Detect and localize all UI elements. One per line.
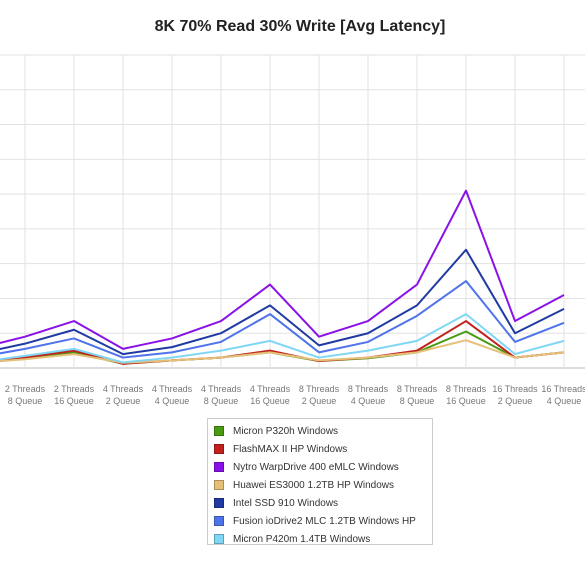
legend-item[interactable]: Nytro WarpDrive 400 eMLC Windows xyxy=(214,458,432,476)
x-tick-label: 2 Threads 16 Queue xyxy=(54,384,95,406)
x-tick-label: 16 Threads 4 Queue xyxy=(541,384,585,406)
legend-item[interactable]: FlashMAX II HP Windows xyxy=(214,440,432,458)
x-tick-label: 8 Threads 4 Queue xyxy=(348,384,389,406)
x-tick-label: 4 Threads 8 Queue xyxy=(201,384,242,406)
plot-area-background xyxy=(0,55,585,368)
x-tick-label: 4 Threads 4 Queue xyxy=(152,384,193,406)
x-tick-label: 4 Threads 16 Queue xyxy=(250,384,291,406)
legend-item[interactable]: Huawei ES3000 1.2TB HP Windows xyxy=(214,476,432,494)
series-line xyxy=(0,313,565,364)
legend-label: FlashMAX II HP Windows xyxy=(233,443,348,455)
x-tick-label: 2 Threads 8 Queue xyxy=(5,384,46,406)
x-tick-label: 8 Threads 16 Queue xyxy=(446,384,487,406)
x-tick-label: 8 Threads 2 Queue xyxy=(299,384,340,406)
legend-item[interactable]: Intel SSD 910 Windows xyxy=(214,494,432,512)
x-tick-label: 16 Threads 2 Queue xyxy=(492,384,538,406)
x-tick-label: 4 Threads 2 Queue xyxy=(103,384,144,406)
legend-label: Huawei ES3000 1.2TB HP Windows xyxy=(233,479,395,491)
legend-swatch xyxy=(214,534,224,544)
series-line xyxy=(0,248,565,356)
gridlines xyxy=(0,54,585,369)
legend-label: Nytro WarpDrive 400 eMLC Windows xyxy=(233,461,399,473)
legend-item[interactable]: Micron P320h Windows xyxy=(214,422,432,440)
legend-swatch xyxy=(214,426,224,436)
legend-swatch xyxy=(214,498,224,508)
legend-item[interactable]: Micron P420m 1.4TB Windows xyxy=(214,530,432,548)
series-line xyxy=(0,189,565,350)
series-line xyxy=(0,280,565,359)
legend-swatch xyxy=(214,462,224,472)
legend-label: Intel SSD 910 Windows xyxy=(233,497,339,509)
legend: Micron P320h Windows FlashMAX II HP Windo… xyxy=(207,418,433,545)
chart-title: 8K 70% Read 30% Write [Avg Latency] xyxy=(154,18,446,35)
legend-item[interactable]: Fusion ioDrive2 MLC 1.2TB Windows HP xyxy=(214,512,432,530)
legend-label: Micron P420m 1.4TB Windows xyxy=(233,533,371,545)
series-line xyxy=(0,339,565,364)
series-lines xyxy=(0,189,565,365)
legend-swatch xyxy=(214,480,224,490)
legend-swatch xyxy=(214,444,224,454)
legend-label: Fusion ioDrive2 MLC 1.2TB Windows HP xyxy=(233,515,416,527)
series-line xyxy=(0,320,565,365)
legend-label: Micron P320h Windows xyxy=(233,425,339,437)
legend-swatch xyxy=(214,516,224,526)
x-tick-label: 8 Threads 8 Queue xyxy=(397,384,438,406)
